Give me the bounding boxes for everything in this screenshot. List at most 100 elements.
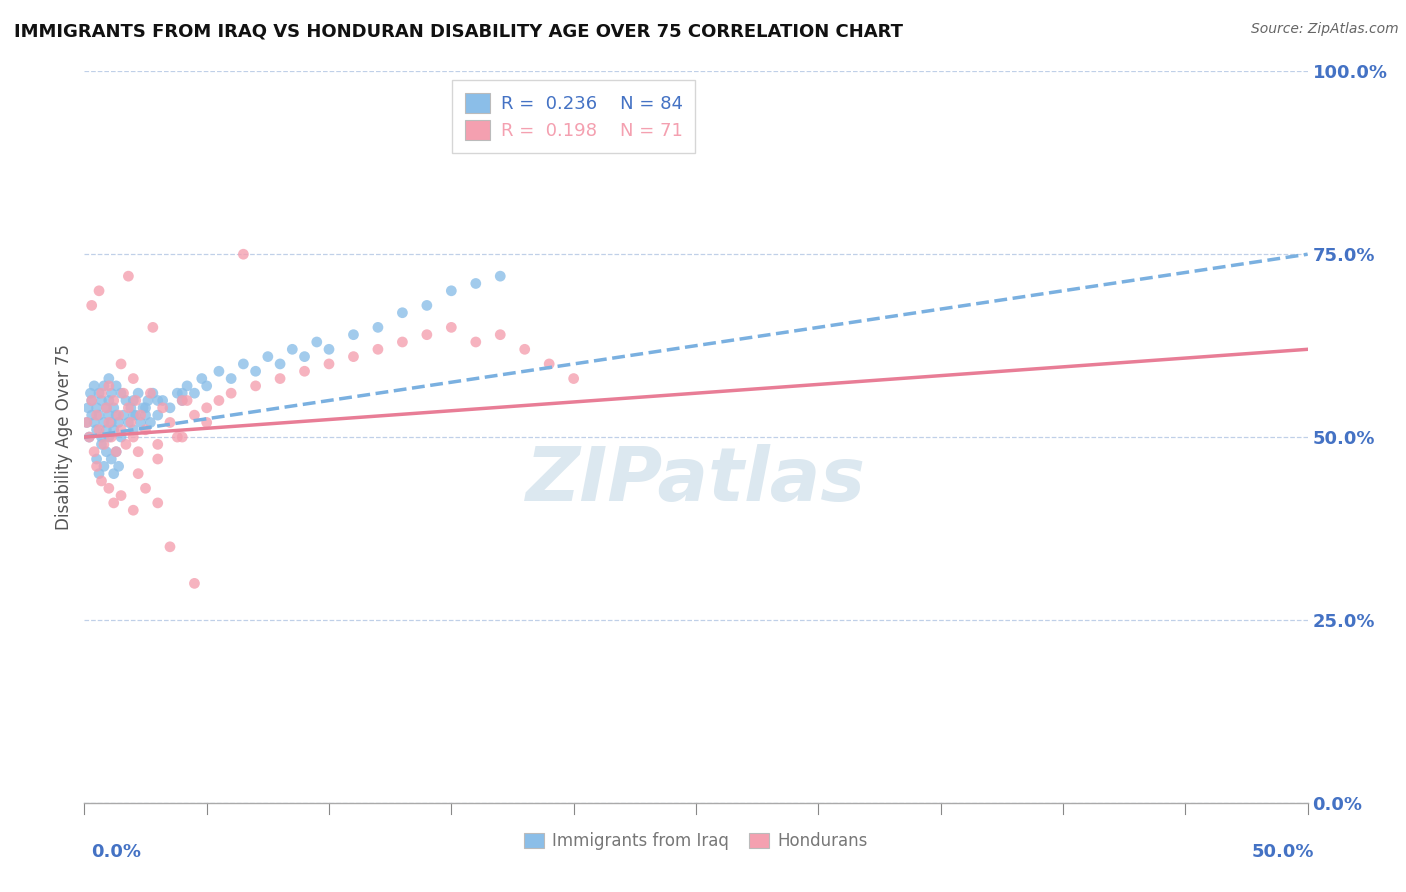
Point — [97, 393, 120, 408]
Point — [129, 408, 152, 422]
Point — [146, 437, 169, 451]
Point — [103, 467, 125, 481]
Point — [96, 423, 118, 437]
Point — [195, 379, 218, 393]
Point — [112, 408, 135, 422]
Point — [125, 393, 148, 408]
Point — [76, 416, 98, 430]
Point — [132, 401, 155, 415]
Point — [77, 430, 100, 444]
Point — [416, 298, 439, 312]
Point — [416, 327, 439, 342]
Point — [139, 386, 162, 401]
Point — [562, 371, 585, 385]
Point — [208, 364, 231, 378]
Point — [166, 430, 188, 444]
Point — [269, 371, 291, 385]
Point — [87, 423, 110, 437]
Text: ZIPatlas: ZIPatlas — [526, 444, 866, 517]
Point — [176, 379, 198, 393]
Point — [79, 386, 101, 401]
Point — [159, 401, 181, 415]
Point — [83, 379, 105, 393]
Point — [90, 474, 112, 488]
Point — [112, 386, 135, 401]
Point — [93, 379, 115, 393]
Point — [152, 401, 174, 415]
Point — [110, 489, 132, 503]
Point — [152, 393, 174, 408]
Point — [159, 540, 181, 554]
Point — [117, 401, 139, 415]
Point — [489, 327, 512, 342]
Point — [122, 503, 145, 517]
Point — [117, 269, 139, 284]
Point — [146, 393, 169, 408]
Point — [367, 343, 389, 357]
Point — [489, 269, 512, 284]
Point — [391, 306, 413, 320]
Point — [142, 386, 165, 401]
Point — [103, 393, 125, 408]
Point — [100, 416, 122, 430]
Point — [391, 334, 413, 349]
Point — [232, 247, 254, 261]
Point — [122, 408, 145, 422]
Point — [195, 416, 218, 430]
Point — [318, 343, 340, 357]
Point — [86, 452, 108, 467]
Point — [122, 423, 145, 437]
Point — [122, 393, 145, 408]
Point — [86, 423, 108, 437]
Point — [183, 408, 205, 422]
Point — [281, 343, 304, 357]
Point — [232, 357, 254, 371]
Point — [103, 423, 125, 437]
Point — [127, 467, 149, 481]
Point — [97, 371, 120, 385]
Point — [172, 393, 194, 408]
Point — [107, 459, 129, 474]
Point — [90, 393, 112, 408]
Point — [294, 364, 316, 378]
Y-axis label: Disability Age Over 75: Disability Age Over 75 — [55, 344, 73, 530]
Point — [513, 343, 536, 357]
Legend: Immigrants from Iraq, Hondurans: Immigrants from Iraq, Hondurans — [517, 825, 875, 856]
Point — [105, 444, 128, 458]
Point — [127, 386, 149, 401]
Point — [245, 379, 267, 393]
Point — [96, 444, 118, 458]
Point — [219, 371, 242, 385]
Point — [294, 350, 316, 364]
Point — [115, 437, 138, 451]
Point — [146, 452, 169, 467]
Point — [305, 334, 328, 349]
Point — [77, 401, 100, 415]
Point — [146, 408, 169, 422]
Text: 0.0%: 0.0% — [91, 843, 142, 861]
Point — [135, 408, 157, 422]
Point — [110, 357, 132, 371]
Point — [87, 386, 110, 401]
Point — [176, 393, 198, 408]
Point — [83, 444, 105, 458]
Point — [342, 327, 364, 342]
Point — [245, 364, 267, 378]
Point — [93, 416, 115, 430]
Point — [136, 393, 159, 408]
Point — [80, 393, 103, 408]
Point — [103, 401, 125, 415]
Point — [87, 467, 110, 481]
Point — [105, 379, 128, 393]
Point — [110, 386, 132, 401]
Point — [440, 284, 463, 298]
Point — [122, 371, 145, 385]
Point — [97, 416, 120, 430]
Point — [464, 277, 486, 291]
Point — [135, 481, 157, 495]
Point — [159, 416, 181, 430]
Point — [96, 401, 118, 415]
Point — [538, 357, 561, 371]
Point — [86, 401, 108, 415]
Point — [135, 423, 157, 437]
